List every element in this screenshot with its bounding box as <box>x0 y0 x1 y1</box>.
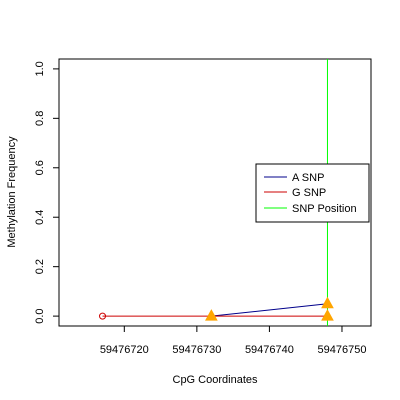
data-point-triangle <box>321 309 334 321</box>
data-point-triangle <box>205 309 218 321</box>
x-axis-label: CpG Coordinates <box>173 374 258 386</box>
a-snp-line <box>211 303 328 317</box>
y-axis-label: Methylation Frequency <box>6 136 18 248</box>
legend: A SNP G SNP SNP Position <box>255 163 370 223</box>
x-tick-label: 59476750 <box>318 344 367 356</box>
legend-label-snp-position: SNP Position <box>292 203 357 215</box>
data-point-triangle <box>321 296 334 309</box>
x-tick-label: 59476730 <box>172 344 221 356</box>
legend-label-a-snp: A SNP <box>292 172 324 184</box>
x-tick-label: 59476720 <box>100 344 149 356</box>
legend-label-g-snp: G SNP <box>292 187 326 199</box>
x-tick-label: 59476740 <box>245 344 294 356</box>
legend-box <box>255 163 370 223</box>
y-tick-label: 1.0 <box>34 61 46 76</box>
y-tick-label: 0.4 <box>34 210 46 225</box>
y-tick-label: 0.2 <box>34 259 46 274</box>
y-axis: 0.0 0.2 0.4 0.6 0.8 1.0 <box>34 61 60 324</box>
y-tick-label: 0.8 <box>34 111 46 126</box>
y-tick-label: 0.0 <box>34 308 46 323</box>
x-axis: 59476720 59476730 59476740 59476750 <box>100 325 367 356</box>
data-point-circle <box>99 312 107 320</box>
y-tick-label: 0.6 <box>34 160 46 175</box>
